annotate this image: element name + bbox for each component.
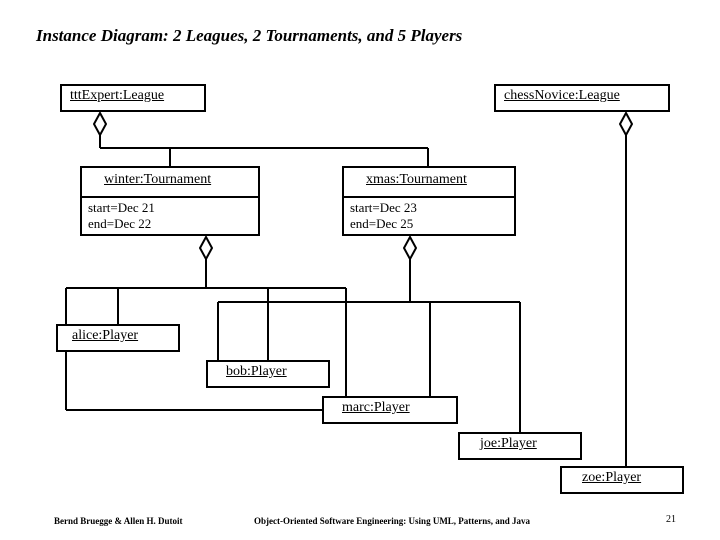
player-alice-label: alice:Player — [72, 328, 138, 344]
aggregation-diamond-icon — [403, 236, 417, 260]
tournament-winter-attr-start: start=Dec 21 — [88, 200, 155, 216]
player-marc-label: marc:Player — [342, 400, 410, 416]
tournament-xmas-attr-start: start=Dec 23 — [350, 200, 417, 216]
player-bob-label: bob:Player — [226, 364, 287, 380]
footer-book-title: Object-Oriented Software Engineering: Us… — [254, 516, 530, 526]
tournament-xmas-attr-end: end=Dec 25 — [350, 216, 413, 232]
page-number: 21 — [666, 514, 676, 525]
aggregation-diamond-icon — [619, 112, 633, 136]
connector-lines — [0, 0, 720, 540]
diagram-canvas: { "title": { "text": "Instance Diagram: … — [0, 0, 720, 540]
league-chessnovice-label: chessNovice:League — [504, 88, 620, 104]
footer-author: Bernd Bruegge & Allen H. Dutoit — [54, 516, 183, 526]
league-tttexpert-label: tttExpert:League — [70, 88, 164, 104]
player-joe-label: joe:Player — [480, 436, 537, 452]
tournament-xmas-label: xmas:Tournament — [366, 172, 467, 188]
tournament-winter-label: winter:Tournament — [104, 172, 211, 188]
aggregation-diamond-icon — [199, 236, 213, 260]
aggregation-diamond-icon — [93, 112, 107, 136]
tournament-xmas-divider — [342, 196, 516, 198]
player-zoe-label: zoe:Player — [582, 470, 641, 486]
tournament-winter-divider — [80, 196, 260, 198]
tournament-winter-attr-end: end=Dec 22 — [88, 216, 151, 232]
